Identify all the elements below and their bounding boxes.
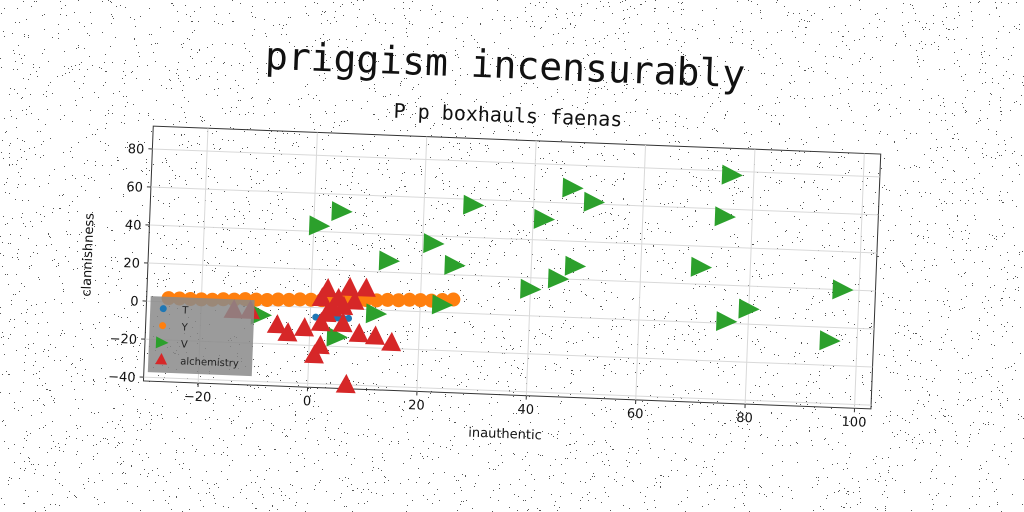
point-alchemistry — [333, 295, 354, 316]
point-v — [423, 233, 445, 254]
grid-lines — [143, 128, 880, 409]
x-grid-line — [525, 140, 537, 396]
point-alchemistry — [332, 312, 353, 333]
y-tick-label: 80 — [128, 142, 145, 158]
legend-marker-v — [155, 336, 169, 349]
point-v — [520, 278, 542, 299]
point-v — [716, 311, 738, 332]
point-v — [444, 254, 466, 275]
point-y — [391, 293, 406, 308]
y-grid-line — [143, 376, 872, 406]
point-v — [331, 201, 353, 222]
point-v — [690, 256, 713, 277]
x-grid-line — [635, 145, 647, 400]
y-tick-label: 60 — [126, 180, 143, 196]
x-grid-line — [744, 149, 756, 405]
legend-label-alchemistry: alchemistry — [180, 356, 239, 369]
x-tick-label: 100 — [841, 415, 866, 431]
plot-frame — [142, 125, 882, 410]
legend-label-y: Y — [180, 322, 188, 333]
y-grid-line — [149, 224, 877, 254]
chart-title: priggism incensurably — [264, 34, 746, 96]
x-tick-label: 80 — [736, 411, 753, 427]
point-v — [562, 177, 584, 198]
point-alchemistry — [355, 277, 376, 297]
point-alchemistry — [335, 373, 356, 394]
y-tick-label: 0 — [130, 294, 139, 309]
legend-marker-t — [159, 305, 167, 313]
point-y — [446, 292, 461, 307]
y-tick-label: −40 — [108, 370, 136, 386]
point-y — [260, 292, 275, 307]
point-alchemistry — [310, 312, 331, 332]
point-v — [326, 326, 348, 347]
point-v — [365, 303, 388, 324]
y-tick-label: 40 — [125, 218, 142, 234]
y-grid-line — [147, 262, 876, 292]
x-tick-label: 20 — [408, 398, 425, 414]
y-grid-line — [145, 338, 873, 368]
x-grid-line — [307, 132, 318, 388]
point-alchemistry — [294, 317, 315, 337]
x-tick-label: 0 — [303, 394, 312, 409]
point-alchemistry — [364, 325, 385, 345]
point-alchemistry — [344, 290, 365, 310]
legend-box — [147, 296, 255, 377]
axis-ticks: −20 0 20 40 60 80 100 −40 −20 0 20 40 60 80 — [108, 142, 867, 431]
x-grid-line — [854, 153, 865, 409]
point-alchemistry — [277, 322, 298, 342]
legend-label-t: T — [181, 305, 189, 316]
x-tick-label: −20 — [184, 390, 212, 406]
point-v — [431, 294, 454, 315]
point-y — [413, 293, 428, 308]
point-v — [721, 164, 744, 185]
x-grid-line — [416, 136, 428, 392]
point-y — [292, 292, 307, 307]
point-v — [583, 191, 606, 212]
point-y — [369, 293, 384, 308]
point-y — [282, 292, 297, 307]
point-v — [714, 206, 736, 227]
y-tick-label: 20 — [123, 256, 140, 272]
plot-area: −20 0 20 40 60 80 100 −40 −20 0 20 40 60 80 TYValchem… — [108, 125, 882, 431]
point-v — [564, 255, 587, 276]
chart-subtitle: P p boxhauls faenas — [393, 99, 623, 132]
y-grid-line — [152, 148, 880, 178]
legend-marker-alchemistry — [155, 353, 168, 365]
y-tick-label: −20 — [109, 332, 137, 348]
x-axis-label: inauthentic — [468, 426, 542, 444]
point-y — [271, 292, 286, 307]
point-v — [378, 250, 401, 271]
point-v — [250, 304, 273, 325]
point-v — [819, 330, 841, 351]
point-alchemistry — [303, 344, 324, 364]
point-v — [738, 298, 760, 319]
y-grid-line — [150, 186, 879, 216]
point-v — [832, 279, 854, 300]
point-y — [380, 292, 395, 307]
point-v — [308, 215, 331, 236]
y-axis-label: clannishness — [79, 213, 97, 297]
x-tick-label: 40 — [517, 402, 534, 418]
point-alchemistry — [311, 287, 332, 307]
point-y — [402, 292, 417, 307]
legend-marker-y — [159, 322, 167, 330]
point-alchemistry — [339, 276, 360, 297]
point-t — [345, 314, 353, 322]
point-v — [533, 208, 556, 229]
data-marks — [161, 164, 854, 394]
point-v — [547, 268, 570, 289]
point-alchemistry — [266, 314, 287, 334]
point-alchemistry — [348, 322, 369, 343]
x-tick-label: 60 — [627, 407, 644, 423]
legend-label-v: V — [181, 339, 188, 350]
point-alchemistry — [381, 331, 402, 352]
point-v — [463, 194, 485, 215]
